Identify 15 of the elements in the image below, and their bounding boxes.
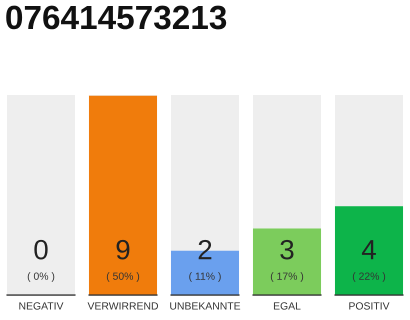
x-tick-label: EGAL: [274, 302, 301, 310]
annotation: ( 11% ): [189, 272, 221, 282]
annotation: ( 50% ): [106, 272, 140, 282]
data-label: 0: [34, 240, 48, 260]
annotation: ( 22% ): [352, 272, 386, 282]
annotation: ( 0% ): [28, 272, 54, 282]
chart-title: 076414573213: [6, 6, 226, 30]
x-tick-label: NEGATIV: [19, 302, 64, 310]
x-tick-label: VERWIRREND: [88, 302, 158, 310]
data-label: 3: [280, 240, 294, 260]
data-label: 4: [362, 240, 376, 260]
data-label: 9: [116, 240, 130, 260]
x-tick-label: POSITIV: [349, 302, 390, 310]
annotation: ( 17% ): [270, 272, 304, 282]
x-tick-label: UNBEKANNTE: [170, 302, 240, 310]
